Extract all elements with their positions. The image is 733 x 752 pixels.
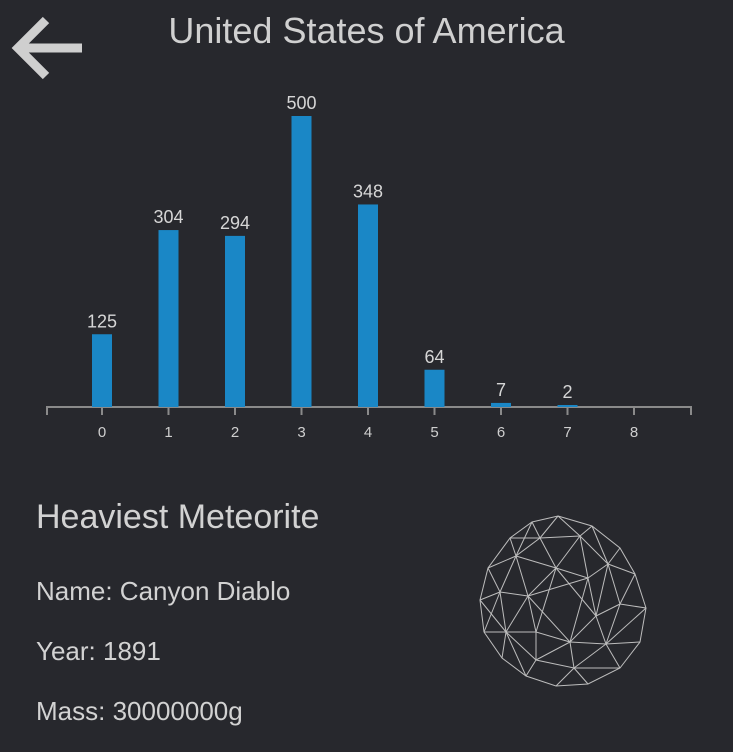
x-tick-label: 5 xyxy=(430,424,438,441)
section-heading: Heaviest Meteorite xyxy=(36,498,320,536)
meteorite-mass: Mass: 30000000g xyxy=(36,696,243,726)
bar[interactable] xyxy=(424,369,445,407)
back-button[interactable] xyxy=(8,14,86,84)
arrow-left-icon xyxy=(11,16,82,80)
bar-value-label: 500 xyxy=(286,93,316,113)
bar[interactable] xyxy=(557,405,578,407)
bar[interactable] xyxy=(491,402,511,407)
bar[interactable] xyxy=(291,116,312,407)
x-tick-label: 3 xyxy=(297,424,305,441)
x-tick-label: 7 xyxy=(563,424,571,441)
page-title: United States of America xyxy=(168,10,565,51)
bar-chart: 0 125 1 304 2 294 3 500 4 348 5 64 6 7 7 2 8 xyxy=(46,93,692,441)
bar-value-label: 348 xyxy=(353,181,383,201)
bar[interactable] xyxy=(158,230,179,407)
meteorite-wireframe-icon[interactable] xyxy=(470,508,656,694)
bar-value-label: 304 xyxy=(153,207,183,227)
bar-value-label: 64 xyxy=(424,347,444,367)
x-tick-label: 8 xyxy=(630,424,638,441)
meteorite-year: Year: 1891 xyxy=(36,636,161,666)
x-tick-label: 2 xyxy=(231,424,239,441)
bar-value-label: 2 xyxy=(562,382,572,402)
x-tick-label: 6 xyxy=(497,424,505,441)
bar[interactable] xyxy=(92,334,112,407)
bar[interactable] xyxy=(358,204,378,407)
bar-value-label: 125 xyxy=(87,311,117,331)
x-tick-label: 4 xyxy=(364,424,372,441)
bar[interactable] xyxy=(225,235,245,407)
bar-value-label: 7 xyxy=(496,380,506,400)
x-tick-label: 0 xyxy=(98,424,106,441)
bar-value-label: 294 xyxy=(220,213,250,233)
x-tick-label: 1 xyxy=(164,424,172,441)
meteorite-name: Name: Canyon Diablo xyxy=(36,576,291,606)
